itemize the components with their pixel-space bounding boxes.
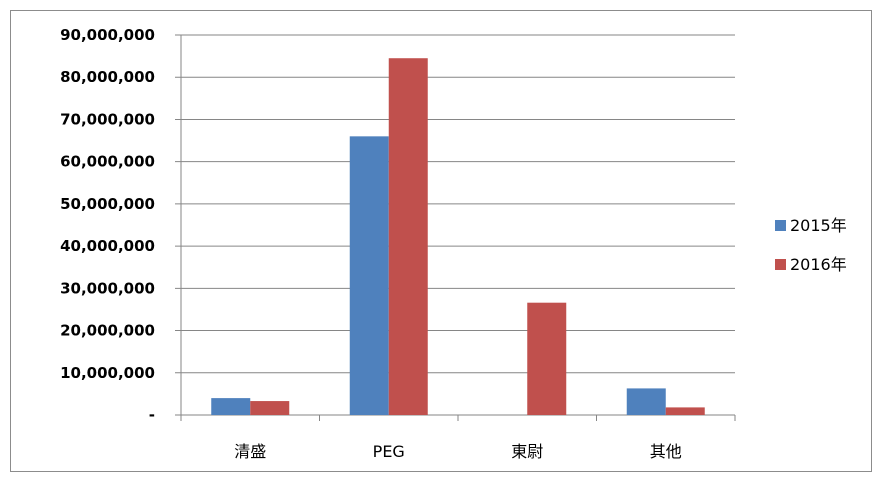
legend-label: 2015年	[790, 216, 847, 235]
bar-2016	[527, 302, 567, 415]
y-tick-label: 60,000,000	[60, 153, 155, 171]
bar-2015	[349, 136, 389, 416]
bar-2015	[211, 398, 251, 415]
y-tick-label: 50,000,000	[60, 195, 155, 213]
x-tick-label: 其他	[650, 442, 682, 461]
x-tick-label: PEG	[373, 442, 405, 461]
bar-2016	[250, 401, 290, 415]
y-tick-label: 20,000,000	[60, 322, 155, 340]
x-tick-label: 清盛	[234, 442, 266, 461]
y-tick-label: 10,000,000	[60, 364, 155, 382]
bar-2016	[388, 58, 428, 415]
legend-swatch	[775, 259, 786, 270]
legend-swatch	[775, 220, 786, 231]
y-tick-label: 80,000,000	[60, 68, 155, 86]
legend-label: 2016年	[790, 255, 847, 274]
bar-2016	[665, 407, 705, 415]
x-tick-label: 東尉	[511, 442, 543, 461]
chart-area: - 10,000,000 20,000,000 30,000,000 40,000,00…	[10, 10, 872, 472]
y-tick-label: 30,000,000	[60, 279, 155, 297]
y-tick-label: -	[149, 406, 155, 424]
y-tick-label: 90,000,000	[60, 26, 155, 44]
y-tick-label: 40,000,000	[60, 237, 155, 255]
y-tick-label: 70,000,000	[60, 110, 155, 128]
bar-2015	[626, 388, 666, 415]
